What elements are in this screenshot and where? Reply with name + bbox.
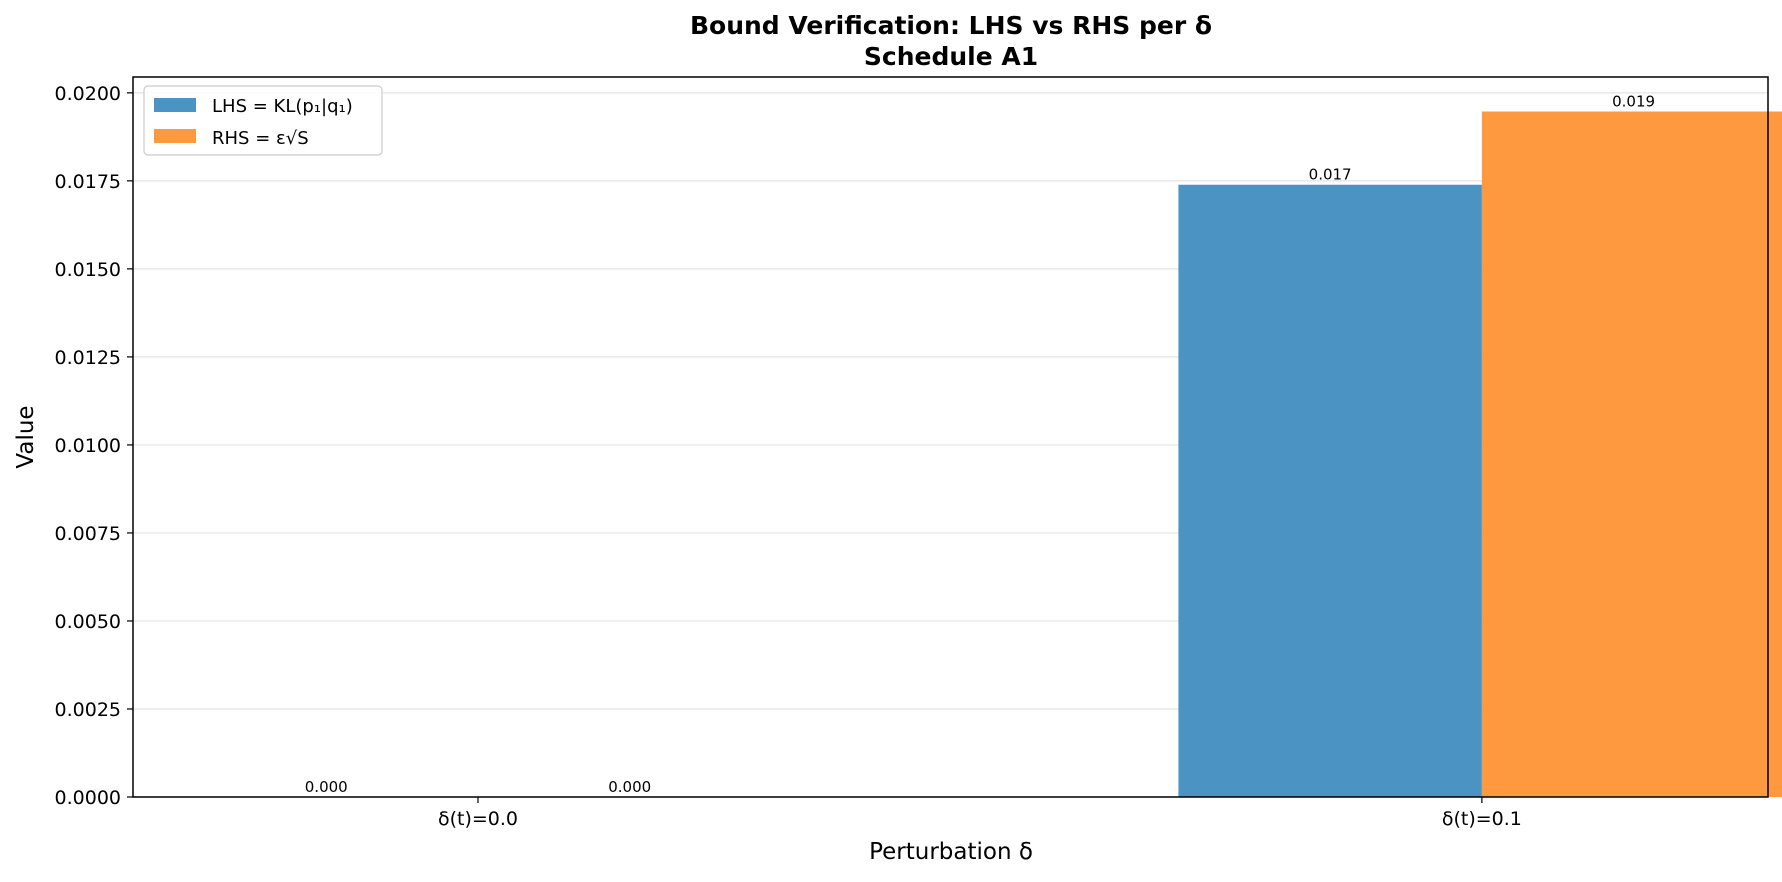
y-tick-label: 0.0025 <box>55 699 121 721</box>
x-tick-label: δ(t)=0.1 <box>1442 808 1522 830</box>
y-tick-label: 0.0100 <box>55 435 121 457</box>
bar-value-label: 0.000 <box>608 778 651 796</box>
legend-label-lhs: LHS = KL(p₁|q₁) <box>212 96 353 117</box>
y-tick-label: 0.0200 <box>55 83 121 105</box>
y-tick-label: 0.0000 <box>55 787 121 809</box>
gridlines <box>133 92 1768 798</box>
legend-label-rhs: RHS = ε√S <box>212 128 309 149</box>
bars <box>1178 111 1782 798</box>
y-tick-label: 0.0075 <box>55 523 121 545</box>
legend-frame <box>143 85 383 156</box>
legend-swatch-lhs <box>154 98 196 112</box>
bar-value-label: 0.019 <box>1612 93 1655 111</box>
x-axis: δ(t)=0.0 δ(t)=0.1 <box>438 797 1522 830</box>
bar <box>1178 184 1482 797</box>
y-axis-label: Value <box>13 405 39 468</box>
y-tick-label: 0.0125 <box>55 347 121 369</box>
plot-frame <box>132 76 1769 798</box>
bar <box>1481 111 1782 798</box>
legend-swatch-rhs <box>154 129 196 143</box>
y-tick-label: 0.0050 <box>55 611 121 633</box>
x-tick-label: δ(t)=0.0 <box>438 808 518 830</box>
bar-value-labels: 0.000 0.000 0.017 0.019 <box>305 93 1655 796</box>
chart-title: Bound Verification: LHS vs RHS per δ <box>690 11 1212 40</box>
bar-value-label: 0.000 <box>305 778 348 796</box>
x-axis-label: Perturbation δ <box>869 839 1033 865</box>
y-axis: 0.0000 0.0025 0.0050 0.0075 0.0100 0.0125 0.01… <box>55 83 133 809</box>
chart-subtitle: Schedule A1 <box>864 42 1038 71</box>
y-tick-label: 0.0150 <box>55 259 121 281</box>
bar-value-label: 0.017 <box>1309 166 1352 184</box>
legend: LHS = KL(p₁|q₁) RHS = ε√S <box>143 85 383 156</box>
y-tick-label: 0.0175 <box>55 171 121 193</box>
